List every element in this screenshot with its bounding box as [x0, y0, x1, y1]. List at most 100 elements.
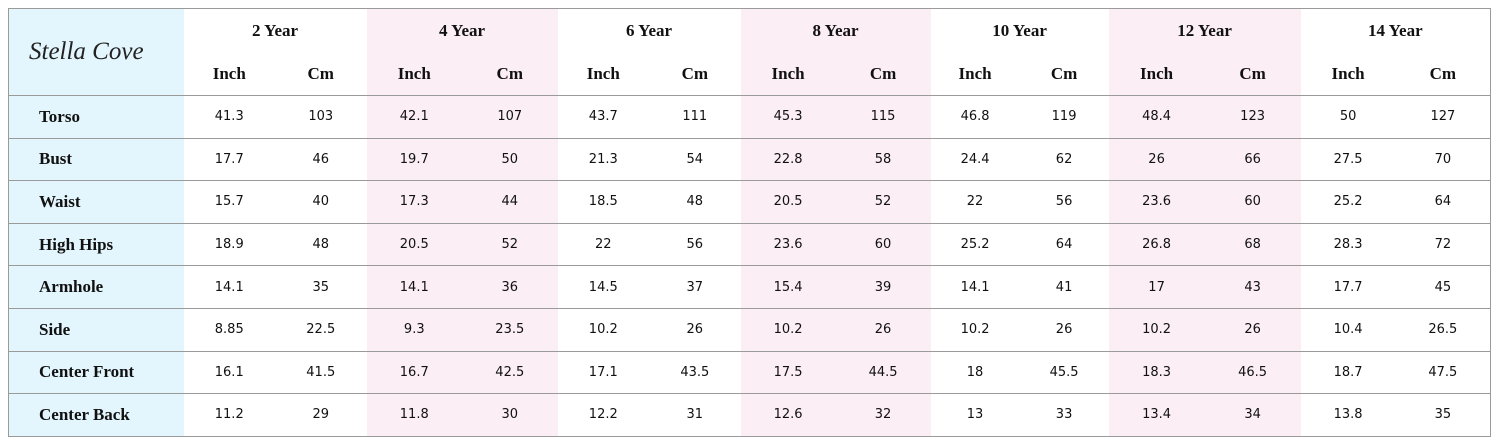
measurement-cell: 64 — [1019, 222, 1109, 266]
measurement-cell: 20.5 — [740, 180, 836, 224]
measurement-cell: 60 — [835, 222, 931, 266]
measurement-cell: 127 — [1395, 95, 1491, 139]
row-label: Center Front — [8, 350, 184, 394]
row-label: Side — [8, 307, 184, 352]
measurement-cell: 22 — [557, 222, 650, 266]
measurement-cell: 14.5 — [557, 265, 650, 309]
measurement-cell: 33 — [1019, 393, 1109, 437]
measurement-cell: 22.8 — [740, 137, 836, 181]
measurement-cell: 13.8 — [1300, 393, 1396, 437]
measurement-cell: 20.5 — [366, 222, 463, 266]
measurement-cell: 32 — [835, 393, 931, 437]
measurement-cell: 10.2 — [740, 307, 836, 352]
unit-header: Cm — [1050, 63, 1078, 83]
measurement-cell: 31 — [649, 393, 741, 437]
measurement-cell: 42.1 — [366, 95, 463, 139]
measurement-cell: 12.6 — [740, 393, 836, 437]
measurement-cell: 58 — [835, 137, 931, 181]
measurement-cell: 68 — [1204, 222, 1301, 266]
measurement-cell: 30 — [462, 393, 558, 437]
size-header-row: Stella Cove 2 Year 4 Year 6 Year 8 Year 10 Ye… — [8, 8, 1491, 96]
measurement-cell: 23.5 — [462, 307, 558, 352]
unit-header: Inch — [212, 63, 246, 83]
measurement-cell: 12.2 — [557, 393, 650, 437]
row-label: Center Back — [8, 393, 184, 437]
measurement-row: Center Front 16.1 41.5 16.7 42.5 17.1 43.5 17.5… — [8, 350, 1491, 394]
measurement-cell: 36 — [462, 265, 558, 309]
measurement-cell: 107 — [462, 95, 558, 139]
row-label: Torso — [8, 95, 184, 139]
measurement-cell: 23.6 — [740, 222, 836, 266]
measurement-cell: 41.5 — [275, 350, 367, 394]
measurement-cell: 29 — [275, 393, 367, 437]
measurement-cell: 15.7 — [183, 180, 275, 224]
measurement-cell: 24.4 — [930, 137, 1020, 181]
measurement-cell: 123 — [1204, 95, 1301, 139]
measurement-cell: 25.2 — [930, 222, 1020, 266]
measurement-cell: 17.5 — [740, 350, 836, 394]
measurement-cell: 50 — [1300, 95, 1396, 139]
measurement-cell: 60 — [1204, 180, 1301, 224]
unit-header: Cm — [1429, 63, 1457, 83]
size-header: 14 Year — [1368, 20, 1423, 40]
size-header: 8 Year — [740, 8, 931, 52]
measurement-cell: 46 — [275, 137, 367, 181]
unit-header: Inch — [586, 63, 620, 83]
brand-name: Stella Cove — [8, 8, 184, 96]
measurement-cell: 9.3 — [366, 307, 463, 352]
measurement-cell: 43.5 — [649, 350, 741, 394]
measurement-cell: 18.9 — [183, 222, 275, 266]
measurement-cell: 45.5 — [1019, 350, 1109, 394]
measurement-cell: 50 — [462, 137, 558, 181]
size-header: 10 Year — [992, 20, 1047, 40]
measurement-row: Bust 17.7 46 19.7 50 21.3 54 22.8 58 24.4 62 26 66 27… — [8, 137, 1491, 181]
measurement-cell: 64 — [1395, 180, 1491, 224]
measurement-cell: 72 — [1395, 222, 1491, 266]
measurement-cell: 62 — [1019, 137, 1109, 181]
measurement-cell: 26.5 — [1395, 307, 1491, 352]
measurement-cell: 18.5 — [557, 180, 650, 224]
measurement-cell: 35 — [275, 265, 367, 309]
measurement-cell: 25.2 — [1300, 180, 1396, 224]
measurement-cell: 45.3 — [740, 95, 836, 139]
measurement-cell: 14.1 — [183, 265, 275, 309]
measurement-cell: 22 — [930, 180, 1020, 224]
measurement-cell: 11.2 — [183, 393, 275, 437]
measurement-cell: 27.5 — [1300, 137, 1396, 181]
measurement-row: Armhole 14.1 35 14.1 36 14.5 37 15.4 39 14.1 41 17 4… — [8, 265, 1491, 309]
measurement-cell: 15.4 — [740, 265, 836, 309]
measurement-cell: 11.8 — [366, 393, 463, 437]
measurement-cell: 26 — [1019, 307, 1109, 352]
unit-header-row: Inch Cm Inch Cm Inch Cm Inch Cm Inch Cm Inch Cm Inch… — [9, 52, 1491, 96]
measurement-cell: 70 — [1395, 137, 1491, 181]
measurement-cell: 41 — [1019, 265, 1109, 309]
measurement-cell: 21.3 — [557, 137, 650, 181]
size-chart-table: Stella Cove 2 Year 4 Year 6 Year 8 Year 10 Ye… — [8, 8, 1492, 437]
row-label: Waist — [8, 180, 184, 224]
measurement-cell: 43 — [1204, 265, 1301, 309]
measurement-cell: 13 — [930, 393, 1020, 437]
measurement-cell: 103 — [275, 95, 367, 139]
unit-header: Inch — [1108, 52, 1205, 96]
measurement-cell: 14.1 — [366, 265, 463, 309]
measurement-cell: 46.5 — [1204, 350, 1301, 394]
measurement-cell: 44.5 — [835, 350, 931, 394]
measurement-cell: 35 — [1395, 393, 1491, 437]
measurement-cell: 54 — [649, 137, 741, 181]
row-label: High Hips — [8, 222, 184, 266]
size-header: 2 Year — [251, 20, 299, 40]
unit-header: Cm — [681, 63, 709, 83]
measurement-cell: 48 — [275, 222, 367, 266]
measurement-cell: 56 — [1019, 180, 1109, 224]
measurement-cell: 10.4 — [1300, 307, 1396, 352]
size-header: 12 Year — [1108, 8, 1301, 52]
unit-header: Inch — [366, 52, 463, 96]
measurement-cell: 115 — [835, 95, 931, 139]
measurement-cell: 43.7 — [557, 95, 650, 139]
measurement-cell: 56 — [649, 222, 741, 266]
measurement-row: Torso 41.3 103 42.1 107 43.7 111 45.3 115 46.8 119… — [8, 95, 1491, 139]
measurement-cell: 47.5 — [1395, 350, 1491, 394]
measurement-cell: 26.8 — [1108, 222, 1205, 266]
measurement-cell: 22.5 — [275, 307, 367, 352]
